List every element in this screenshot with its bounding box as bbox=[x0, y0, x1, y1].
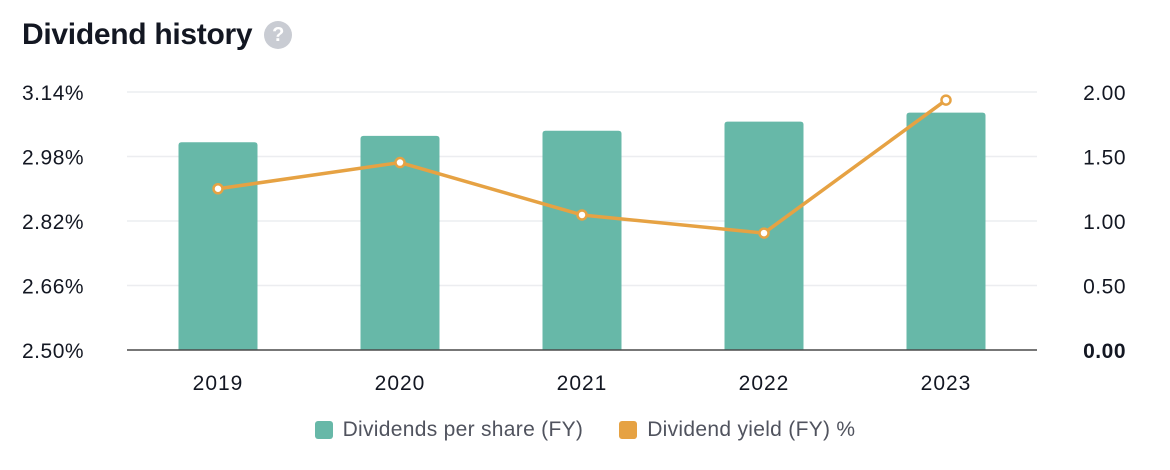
right-axis-tick-label: 0.00 bbox=[1083, 340, 1126, 363]
right-axis-tick-label: 0.50 bbox=[1083, 276, 1126, 299]
left-axis-tick-label: 2.98% bbox=[22, 147, 84, 170]
dividend-bar bbox=[360, 135, 440, 350]
legend-label-dividends: Dividends per share (FY) bbox=[342, 418, 584, 441]
dividend-bar bbox=[906, 112, 986, 350]
right-axis-tick-label: 1.50 bbox=[1083, 147, 1126, 170]
question-mark-icon[interactable]: ? bbox=[264, 21, 293, 49]
x-axis-tick-label: 2019 bbox=[193, 372, 244, 395]
page-title: Dividend history bbox=[22, 18, 253, 51]
legend-label-yield: Dividend yield (FY) % bbox=[647, 418, 856, 441]
x-axis-tick-label: 2021 bbox=[557, 372, 608, 395]
yield-point bbox=[940, 94, 952, 106]
x-axis-tick-label: 2020 bbox=[375, 372, 426, 395]
axis-labels: 3.14% 2.00 2.98% 1.50 2.82% 1.00 2.66% 0.50 2.50… bbox=[22, 82, 1126, 395]
x-axis-tick-label: 2023 bbox=[921, 372, 972, 395]
left-axis-tick-label: 2.66% bbox=[22, 276, 84, 299]
right-axis-tick-label: 2.00 bbox=[1083, 82, 1126, 105]
left-axis-tick-label: 2.50% bbox=[22, 340, 84, 363]
legend-item-dividends[interactable]: Dividends per share (FY) bbox=[314, 418, 584, 442]
legend-item-yield[interactable]: Dividend yield (FY) % bbox=[619, 418, 855, 442]
chart-legend: Dividends per share (FY) Dividend yield … bbox=[0, 418, 1170, 442]
legend-swatch-yield bbox=[619, 421, 638, 439]
yield-point bbox=[394, 156, 406, 169]
yield-point bbox=[758, 227, 770, 239]
left-axis-tick-label: 2.82% bbox=[22, 211, 84, 234]
yield-point bbox=[212, 183, 224, 195]
dividend-bar bbox=[542, 130, 622, 350]
right-axis-tick-label: 1.00 bbox=[1083, 211, 1126, 234]
dividend-chart: 3.14% 2.00 2.98% 1.50 2.82% 1.00 2.66% 0.50 2.50… bbox=[22, 82, 1126, 395]
dividend-bars bbox=[178, 112, 986, 350]
yield-line bbox=[212, 94, 952, 239]
yield-point bbox=[576, 209, 588, 221]
left-axis-tick-label: 3.14% bbox=[22, 82, 84, 105]
dividend-bar bbox=[178, 142, 258, 350]
chart-header: Dividend history ? bbox=[22, 18, 293, 52]
x-axis-tick-label: 2022 bbox=[739, 372, 790, 395]
legend-swatch-dividends bbox=[314, 421, 333, 439]
